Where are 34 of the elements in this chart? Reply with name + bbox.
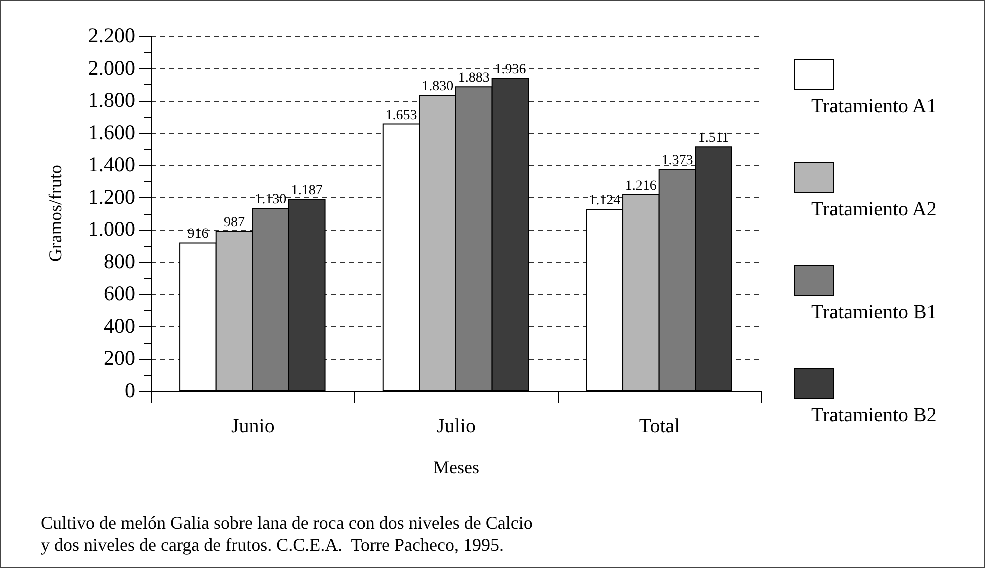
x-axis-title: Meses [434,458,480,478]
data-label: 1.511 [698,131,730,146]
legend-label: Tratamiento B2 [812,404,937,426]
legend-label: Tratamiento A2 [812,198,937,220]
data-label: 1.373 [662,153,694,168]
data-label: 1.936 [494,62,526,78]
y-tick-label: 1.800 [88,88,136,112]
data-label: 1.124 [589,194,621,209]
y-tick-label: 1.000 [88,217,136,242]
y-tick-label: 2.000 [88,56,136,80]
data-label: 1.883 [458,71,490,86]
y-tick-label: 800 [104,249,136,274]
data-label: 1.187 [291,183,323,198]
data-label: 1.830 [422,80,454,95]
data-label: 1.216 [625,178,657,194]
legend-label: Tratamiento B1 [812,302,937,324]
y-tick-label: 0 [125,378,136,402]
y-tick-label: 200 [104,346,136,370]
y-tick-label: 1.200 [88,184,136,209]
x-tick-label: Julio [437,416,476,438]
y-tick-label: 600 [104,282,136,306]
data-label: 916 [188,227,209,242]
data-label: 987 [224,216,246,231]
y-tick-label: 1.400 [88,152,136,177]
legend-label: Tratamiento A1 [812,96,937,118]
data-label: 1.653 [386,108,418,124]
y-axis-title: Gramos/fruto [46,165,66,262]
x-tick-label: Total [639,416,681,438]
text: Cultivo de melón Galia sobre lana de roca con dos niveles de Calcio y dos niveles de carga de frutos. C.C.E.A. Torre Pacheco, 1995. [41,512,534,556]
data-label: 1.130 [255,192,287,208]
y-tick-label: 2.200 [88,24,136,48]
y-tick-label: 400 [104,314,136,338]
y-tick-label: 1.600 [88,120,136,144]
x-tick-label: Junio [231,416,275,438]
